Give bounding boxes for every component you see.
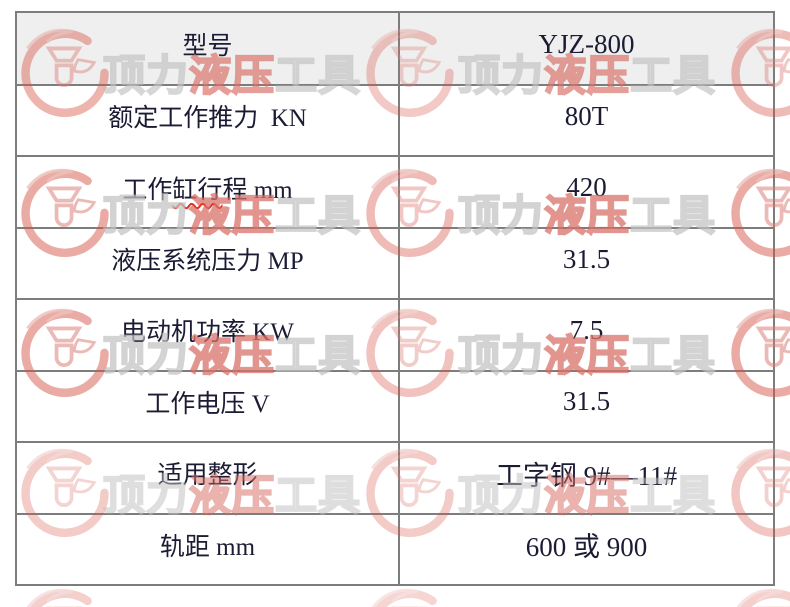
- spec-value: 600 或 900: [525, 532, 648, 563]
- spec-label-cell: 轨距 mm: [17, 514, 400, 584]
- table-row-system-pressure: 液压系统压力 MP 31.5: [17, 226, 773, 299]
- spec-value: 工字钢 9#—11#: [495, 460, 678, 491]
- spellcheck-wavy-underline: 缸行: [172, 176, 223, 204]
- table-row-applicable-shaping: 适用整形 工字钢 9#—11#: [17, 441, 773, 513]
- brand-logo-icon: [371, 588, 437, 607]
- spec-value: 420: [566, 172, 607, 203]
- spec-value-cell: 420: [400, 157, 773, 226]
- spec-table: 型号 YJZ-800 额定工作推力 KN 80T 工作缸行程 mm 420: [15, 11, 775, 586]
- spec-label-cell: 额定工作推力 KN: [17, 86, 400, 156]
- spec-label: 工作缸行程 mm: [122, 176, 293, 204]
- spec-label-cell: 工作缸行程 mm: [17, 157, 400, 227]
- brand-logo-icon: [728, 584, 790, 607]
- spec-value: 80T: [564, 100, 609, 131]
- brand-logo-icon: [18, 584, 112, 607]
- spec-label-cell: 液压系统压力 MP: [17, 228, 400, 299]
- spec-value-cell: 80T: [400, 86, 773, 155]
- spec-label-cell: 适用整形: [17, 443, 400, 513]
- table-row-rated-thrust: 额定工作推力 KN 80T: [17, 84, 773, 156]
- spec-label: 型号: [182, 33, 233, 60]
- spec-label: 轨距 mm: [159, 533, 256, 561]
- brand-logo-icon: [736, 588, 790, 607]
- spec-value: 31.5: [562, 243, 611, 274]
- spec-value-cell: YJZ-800: [400, 13, 773, 84]
- spec-value: 31.5: [562, 386, 611, 417]
- spec-value-cell: 7.5: [400, 300, 773, 369]
- table-row-cylinder-stroke: 工作缸行程 mm 420: [17, 155, 773, 227]
- spec-value-cell: 工字钢 9#—11#: [400, 443, 773, 512]
- spec-value: 7.5: [569, 314, 604, 345]
- spec-value-cell: 31.5: [400, 229, 773, 298]
- spec-value: YJZ-800: [538, 28, 635, 59]
- brand-logo-icon: [363, 584, 457, 607]
- table-row-rail-gauge: 轨距 mm 600 或 900: [17, 512, 773, 584]
- spec-value-cell: 600 或 900: [400, 515, 773, 584]
- spec-label: 适用整形: [157, 462, 258, 490]
- spec-label: 额定工作推力 KN: [108, 105, 307, 133]
- brand-logo-icon: [26, 588, 92, 607]
- table-row-model: 型号 YJZ-800: [17, 13, 773, 84]
- spec-label: 工作电压 V: [145, 390, 270, 418]
- table-row-working-voltage: 工作电压 V 31.5: [17, 369, 773, 442]
- spec-value-cell: 31.5: [400, 372, 773, 441]
- spec-label: 电动机功率 KW: [121, 319, 294, 347]
- spec-label-cell: 电动机功率 KW: [17, 300, 400, 370]
- spec-label: 液压系统压力 MP: [111, 248, 304, 276]
- table-row-motor-power: 电动机功率 KW 7.5: [17, 298, 773, 370]
- spec-label-cell: 工作电压 V: [17, 371, 400, 442]
- spec-label-cell: 型号: [17, 13, 400, 84]
